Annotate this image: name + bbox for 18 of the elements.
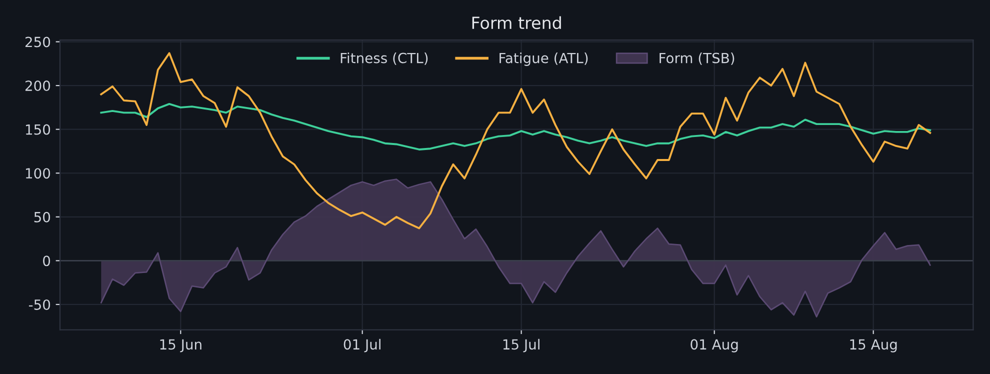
x-tick-label: 15 Jun <box>160 339 202 352</box>
y-tick-label: 50 <box>34 212 50 222</box>
y-tick-label: 100 <box>26 168 50 179</box>
x-tick-label: 01 Jul <box>344 338 380 352</box>
legend-label: Form (TSB) <box>660 52 734 65</box>
y-tick-label: 150 <box>26 124 50 135</box>
line-series <box>100 102 932 150</box>
x-tick-label: 01 Aug <box>690 339 738 352</box>
line-series <box>100 52 932 230</box>
legend-label: Fitness (CTL) <box>340 52 428 65</box>
y-tick-label: 0 <box>43 256 50 266</box>
y-tick-label: -50 <box>28 299 50 310</box>
x-tick-label: 15 Aug <box>850 339 897 352</box>
y-tick-label: 250 <box>25 36 50 48</box>
legend-label: Fatigue (ATL) <box>500 52 588 66</box>
chart-title: Form trend <box>472 16 561 30</box>
x-tick-label: 15 Jul <box>503 338 540 352</box>
y-tick-label: 200 <box>25 80 50 92</box>
